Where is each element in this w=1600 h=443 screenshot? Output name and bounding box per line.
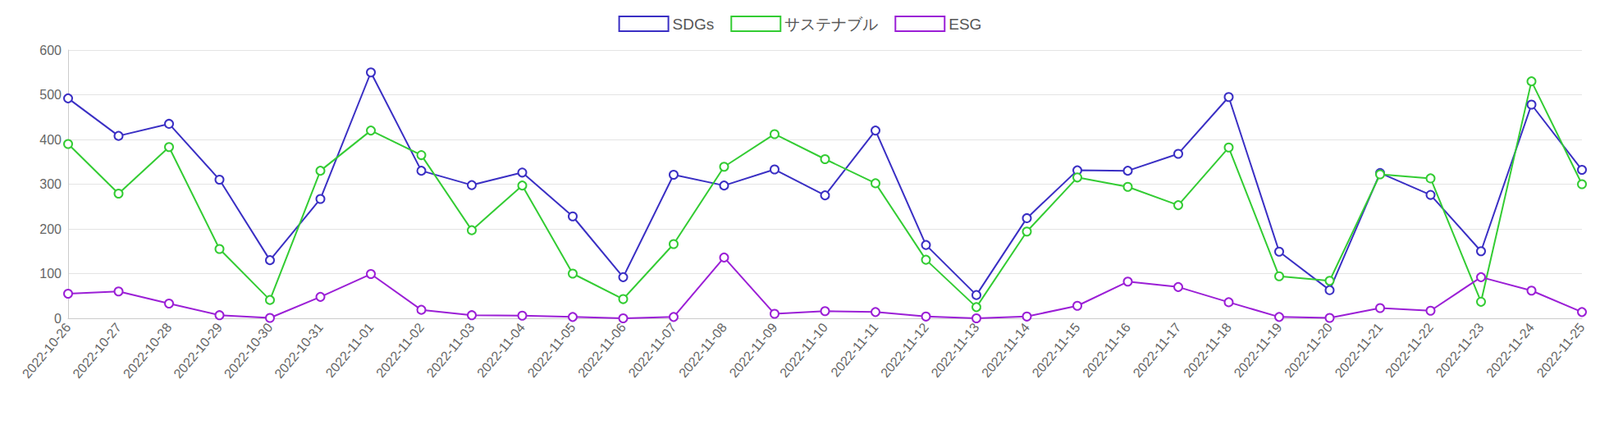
svg-text:400: 400 <box>39 132 62 147</box>
svg-text:2022-11-08: 2022-11-08 <box>676 320 730 380</box>
svg-text:2022-11-17: 2022-11-17 <box>1130 320 1184 380</box>
svg-text:2022-11-22: 2022-11-22 <box>1382 320 1436 380</box>
svg-text:600: 600 <box>39 43 62 58</box>
svg-text:2022-10-30: 2022-10-30 <box>221 320 276 381</box>
svg-text:SDGs: SDGs <box>672 15 715 33</box>
svg-text:2022-11-04: 2022-11-04 <box>474 320 528 380</box>
svg-text:100: 100 <box>39 266 62 281</box>
svg-text:2022-11-07: 2022-11-07 <box>626 320 680 380</box>
svg-text:2022-11-16: 2022-11-16 <box>1079 320 1134 380</box>
svg-text:2022-10-26: 2022-10-26 <box>19 320 74 381</box>
svg-text:500: 500 <box>39 87 62 102</box>
svg-text:2022-11-25: 2022-11-25 <box>1534 320 1588 380</box>
svg-text:2022-11-19: 2022-11-19 <box>1231 320 1285 380</box>
svg-text:2022-11-09: 2022-11-09 <box>726 320 781 380</box>
svg-text:2022-11-14: 2022-11-14 <box>978 320 1033 380</box>
svg-text:2022-11-06: 2022-11-06 <box>575 320 629 380</box>
svg-text:2022-11-03: 2022-11-03 <box>424 320 478 380</box>
svg-text:2022-11-10: 2022-11-10 <box>777 320 831 380</box>
svg-text:200: 200 <box>39 222 62 237</box>
svg-text:2022-11-21: 2022-11-21 <box>1332 320 1386 380</box>
svg-text:2022-10-27: 2022-10-27 <box>69 320 124 381</box>
svg-text:2022-10-31: 2022-10-31 <box>271 320 326 381</box>
svg-text:2022-11-23: 2022-11-23 <box>1433 320 1487 380</box>
svg-text:2022-11-12: 2022-11-12 <box>877 320 932 380</box>
svg-text:0: 0 <box>54 311 62 326</box>
svg-text:ESG: ESG <box>948 15 982 33</box>
svg-text:サステナブル: サステナブル <box>784 15 878 33</box>
svg-text:2022-11-24: 2022-11-24 <box>1483 320 1537 380</box>
svg-text:2022-11-02: 2022-11-02 <box>373 320 427 380</box>
svg-text:300: 300 <box>39 177 62 192</box>
svg-text:2022-11-15: 2022-11-15 <box>1029 320 1084 380</box>
svg-text:2022-11-01: 2022-11-01 <box>323 320 377 380</box>
svg-text:2022-10-29: 2022-10-29 <box>170 320 225 381</box>
svg-text:2022-11-05: 2022-11-05 <box>525 320 579 380</box>
svg-text:2022-11-18: 2022-11-18 <box>1180 320 1235 380</box>
svg-text:2022-11-20: 2022-11-20 <box>1281 320 1335 380</box>
svg-text:2022-11-11: 2022-11-11 <box>827 320 881 380</box>
svg-text:2022-11-13: 2022-11-13 <box>928 320 983 380</box>
svg-text:2022-10-28: 2022-10-28 <box>120 320 175 381</box>
